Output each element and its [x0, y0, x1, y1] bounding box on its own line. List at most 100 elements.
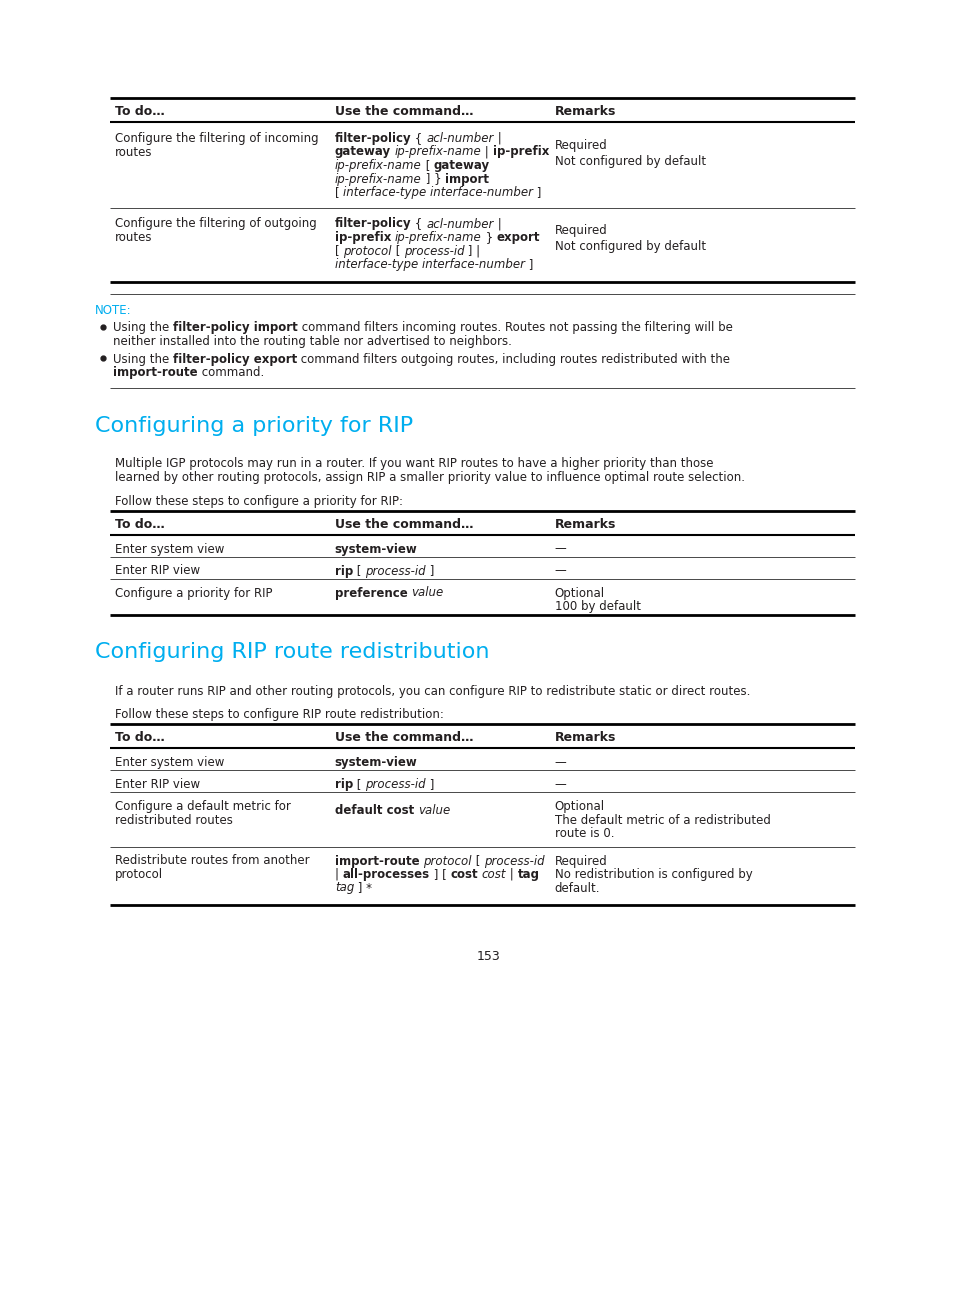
- Text: ip-prefix-name: ip-prefix-name: [395, 145, 481, 158]
- Text: filter-policy import: filter-policy import: [172, 321, 297, 334]
- Text: ] }: ] }: [421, 172, 444, 185]
- Text: ip-prefix-name: ip-prefix-name: [335, 172, 421, 185]
- Text: process-id: process-id: [365, 565, 425, 578]
- Text: command filters incoming routes. Routes not passing the filtering will be: command filters incoming routes. Routes …: [297, 321, 732, 334]
- Text: import-route: import-route: [335, 854, 419, 867]
- Text: {: {: [411, 132, 426, 145]
- Text: ]: ]: [425, 565, 434, 578]
- Text: |: |: [494, 132, 501, 145]
- Text: system-view: system-view: [335, 756, 417, 769]
- Text: [: [: [421, 159, 434, 172]
- Text: |: |: [335, 868, 342, 881]
- Text: gateway: gateway: [335, 145, 391, 158]
- Text: ] |: ] |: [464, 245, 480, 258]
- Text: import: import: [444, 172, 488, 185]
- Text: Remarks: Remarks: [554, 731, 616, 744]
- Text: Not configured by default: Not configured by default: [554, 154, 705, 167]
- Text: process-id: process-id: [365, 778, 425, 791]
- Text: process-id: process-id: [403, 245, 464, 258]
- Text: Using the: Using the: [112, 321, 172, 334]
- Text: Optional: Optional: [554, 587, 604, 600]
- Text: Configuring a priority for RIP: Configuring a priority for RIP: [95, 416, 413, 435]
- Text: Use the command…: Use the command…: [335, 517, 473, 530]
- Text: Configuring RIP route redistribution: Configuring RIP route redistribution: [95, 643, 489, 662]
- Text: interface-type interface-number: interface-type interface-number: [335, 258, 524, 271]
- Text: Enter RIP view: Enter RIP view: [115, 565, 200, 578]
- Text: protocol: protocol: [423, 854, 471, 867]
- Text: To do…: To do…: [115, 731, 165, 744]
- Text: Configure a priority for RIP: Configure a priority for RIP: [115, 587, 273, 600]
- Text: Using the: Using the: [112, 353, 172, 365]
- Text: import-route: import-route: [112, 365, 197, 378]
- Text: ]: ]: [524, 258, 533, 271]
- Text: To do…: To do…: [115, 517, 165, 530]
- Text: [: [: [353, 778, 365, 791]
- Text: Follow these steps to configure a priority for RIP:: Follow these steps to configure a priori…: [115, 495, 402, 508]
- Text: protocol: protocol: [115, 868, 163, 881]
- Text: ] [: ] [: [429, 868, 450, 881]
- Text: Required: Required: [554, 854, 607, 867]
- Text: export: export: [497, 231, 539, 244]
- Text: route is 0.: route is 0.: [554, 827, 614, 840]
- Text: Configure the filtering of outgoing: Configure the filtering of outgoing: [115, 218, 316, 231]
- Text: rip: rip: [335, 565, 353, 578]
- Text: |: |: [481, 145, 493, 158]
- Text: ip-prefix: ip-prefix: [493, 145, 549, 158]
- Text: To do…: To do…: [115, 105, 165, 118]
- Text: filter-policy: filter-policy: [335, 218, 411, 231]
- Text: cost: cost: [450, 868, 477, 881]
- Text: {: {: [411, 218, 426, 231]
- Text: routes: routes: [115, 231, 152, 244]
- Text: Configure a default metric for: Configure a default metric for: [115, 800, 291, 813]
- Text: acl-number: acl-number: [426, 132, 494, 145]
- Text: all-processes: all-processes: [342, 868, 429, 881]
- Text: —: —: [554, 543, 566, 556]
- Text: No redistribution is configured by: No redistribution is configured by: [554, 868, 752, 881]
- Text: value: value: [417, 804, 450, 816]
- Text: redistributed routes: redistributed routes: [115, 814, 233, 827]
- Text: tag: tag: [335, 881, 354, 894]
- Text: [: [: [335, 245, 343, 258]
- Text: [: [: [471, 854, 483, 867]
- Text: ip-prefix-name: ip-prefix-name: [335, 159, 421, 172]
- Text: filter-policy: filter-policy: [335, 132, 411, 145]
- Text: Enter RIP view: Enter RIP view: [115, 778, 200, 791]
- Text: Required: Required: [554, 139, 607, 152]
- Text: The default metric of a redistributed: The default metric of a redistributed: [554, 814, 770, 827]
- Text: —: —: [554, 565, 566, 578]
- Text: 100 by default: 100 by default: [554, 600, 639, 613]
- Text: Redistribute routes from another: Redistribute routes from another: [115, 854, 310, 867]
- Text: Use the command…: Use the command…: [335, 731, 473, 744]
- Text: Enter system view: Enter system view: [115, 543, 224, 556]
- Text: tag: tag: [517, 868, 539, 881]
- Text: interface-type interface-number: interface-type interface-number: [343, 187, 533, 200]
- Text: }: }: [481, 231, 497, 244]
- Text: Optional: Optional: [554, 800, 604, 813]
- Text: process-id: process-id: [483, 854, 544, 867]
- Text: ip-prefix: ip-prefix: [335, 231, 391, 244]
- Text: ]: ]: [533, 187, 541, 200]
- Text: default.: default.: [554, 881, 599, 894]
- Text: Required: Required: [554, 224, 607, 237]
- Text: rip: rip: [335, 778, 353, 791]
- Text: neither installed into the routing table nor advertised to neighbors.: neither installed into the routing table…: [112, 334, 512, 349]
- Text: filter-policy export: filter-policy export: [172, 353, 297, 365]
- Text: Configure the filtering of incoming: Configure the filtering of incoming: [115, 132, 318, 145]
- Text: ip-prefix-name: ip-prefix-name: [395, 231, 481, 244]
- Text: system-view: system-view: [335, 543, 417, 556]
- Text: command.: command.: [197, 365, 264, 378]
- Text: [: [: [392, 245, 403, 258]
- Text: value: value: [411, 587, 443, 600]
- Text: NOTE:: NOTE:: [95, 303, 132, 316]
- Text: routes: routes: [115, 145, 152, 158]
- Text: |: |: [494, 218, 501, 231]
- Text: default cost: default cost: [335, 804, 414, 816]
- Text: If a router runs RIP and other routing protocols, you can configure RIP to redis: If a router runs RIP and other routing p…: [115, 684, 750, 697]
- Text: gateway: gateway: [434, 159, 489, 172]
- Text: protocol: protocol: [343, 245, 392, 258]
- Text: [: [: [353, 565, 365, 578]
- Text: ] *: ] *: [354, 881, 372, 894]
- Text: Remarks: Remarks: [554, 105, 616, 118]
- Text: Follow these steps to configure RIP route redistribution:: Follow these steps to configure RIP rout…: [115, 708, 443, 721]
- Text: Remarks: Remarks: [554, 517, 616, 530]
